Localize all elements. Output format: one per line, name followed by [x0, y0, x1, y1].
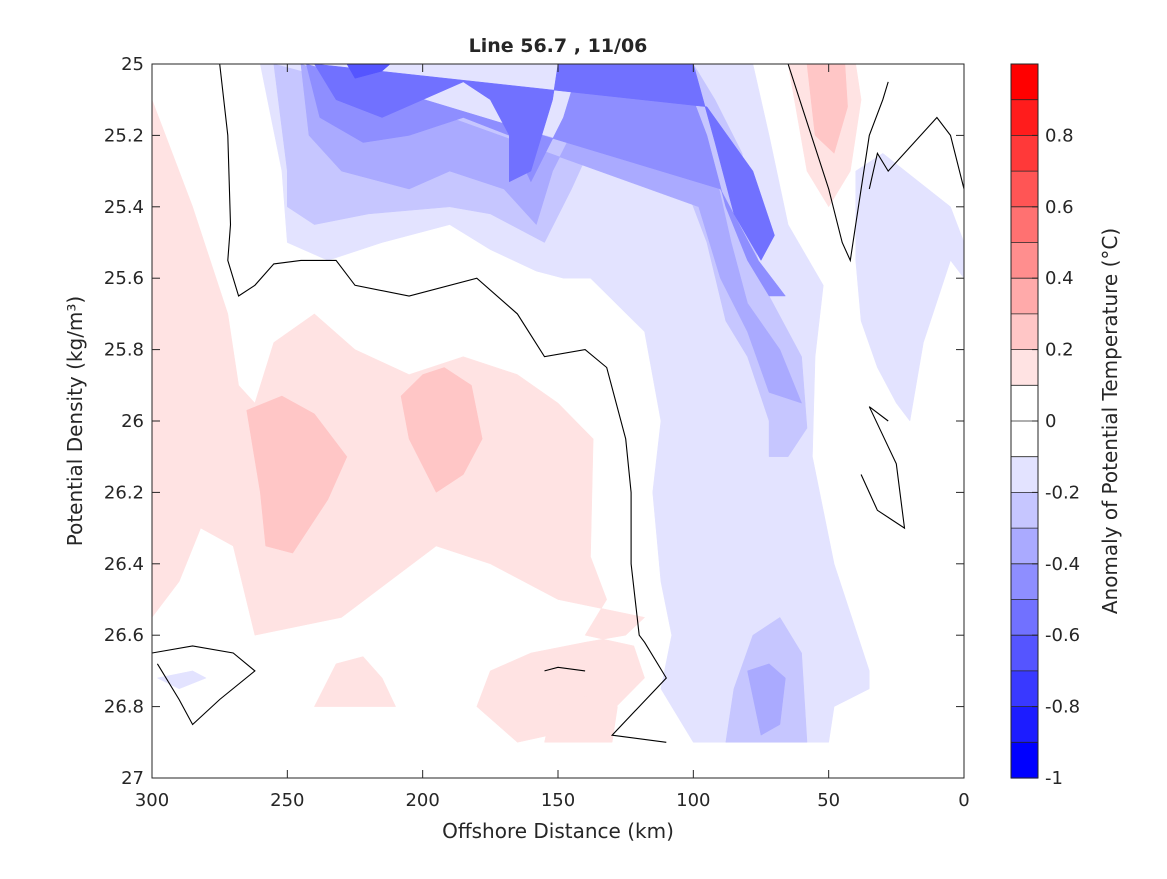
x-axis: 300 250 200 150 100 50 0 — [135, 64, 970, 811]
colorbar-ticks: 0.8 0.6 0.4 0.2 0 -0.2 -0.4 -0.6 -0.8 -1 — [1032, 125, 1080, 789]
colorbar-swatch — [1011, 64, 1038, 101]
x-tick-label: 100 — [676, 790, 710, 811]
x-tick-label: 50 — [817, 790, 840, 811]
y-tick-label: 26.2 — [104, 482, 144, 503]
contour-region-cold-core-e — [346, 64, 391, 79]
zero-contour-line — [860, 406, 906, 530]
colorbar-tick-label: -0.4 — [1045, 554, 1080, 575]
contour-region-warm-core-50km — [806, 64, 848, 154]
x-axis-label: Offshore Distance (km) — [442, 819, 674, 843]
zero-contour-line — [787, 64, 889, 263]
x-tick-label: 250 — [270, 790, 304, 811]
colorbar-tick-label: -0.6 — [1045, 625, 1080, 646]
y-tick-label: 25.8 — [104, 340, 144, 361]
colorbar-swatch — [1011, 599, 1038, 636]
colorbar-tick-label: 0.2 — [1045, 340, 1074, 361]
colorbar-swatch — [1011, 421, 1038, 458]
zero-contour-line — [152, 645, 256, 726]
colorbar-swatch — [1011, 278, 1038, 315]
y-tick-label: 26.6 — [104, 625, 144, 646]
contour-region-cold-band-east — [855, 152, 964, 422]
colorbar-swatch — [1011, 492, 1038, 529]
colorbar-tick-label: 0.8 — [1045, 125, 1074, 146]
colorbar-swatch — [1011, 670, 1038, 708]
colorbar-swatch — [1011, 742, 1038, 779]
colorbar-swatch — [1011, 99, 1038, 136]
y-tick-label: 25 — [121, 54, 144, 75]
contour-fill-layer — [152, 64, 964, 743]
zero-contour-line — [219, 64, 667, 743]
contour-region-cold-core-deep-center — [747, 663, 786, 736]
colorbar-swatch — [1011, 242, 1038, 279]
x-tick-label: 300 — [135, 790, 169, 811]
contour-region-warm-core-195 — [400, 367, 483, 493]
contour-region-cold-patch-deep-west — [156, 670, 207, 690]
contour-region-cold-core-c — [306, 64, 786, 297]
y-tick-label: 25.6 — [104, 268, 144, 289]
colorbar-tick-label: -0.2 — [1045, 482, 1080, 503]
colorbar-swatch — [1011, 563, 1038, 601]
colorbar-swatch — [1011, 313, 1038, 351]
colorbar-tick-label: -0.8 — [1045, 697, 1080, 718]
colorbar-swatch — [1011, 349, 1038, 386]
colorbar-swatch — [1011, 171, 1038, 208]
colorbar-swatch — [1011, 635, 1038, 672]
colorbar-tick-label: 0.6 — [1045, 197, 1074, 218]
x-tick-label: 200 — [405, 790, 439, 811]
colorbar-swatch — [1011, 456, 1038, 493]
colorbar — [1011, 64, 1038, 779]
colorbar-label: Anomaly of Potential Temperature (°C) — [1098, 228, 1122, 614]
colorbar-tick-label: 0 — [1045, 411, 1056, 432]
y-tick-label: 26 — [121, 411, 144, 432]
colorbar-swatch — [1011, 706, 1038, 743]
y-tick-label: 25.4 — [104, 197, 144, 218]
y-tick-label: 26.8 — [104, 697, 144, 718]
colorbar-swatch — [1011, 135, 1038, 172]
y-axis-label: Potential Density (kg/m³) — [63, 296, 87, 547]
zero-contour-line — [868, 116, 964, 190]
zero-contour-layer — [152, 64, 964, 743]
contour-region-warm-core-250 — [246, 395, 348, 554]
x-tick-label: 0 — [958, 790, 969, 811]
colorbar-swatch — [1011, 206, 1038, 244]
contour-region-warm-patch-deep-west — [313, 656, 396, 707]
y-tick-label: 27 — [121, 768, 144, 789]
contour-region-warm-patch-deep-east — [544, 695, 618, 743]
colorbar-swatch — [1011, 385, 1038, 422]
y-tick-label: 25.2 — [104, 125, 144, 146]
contour-region-cold-core-d — [314, 64, 775, 261]
contour-region-warm-zone-offshore — [152, 99, 646, 743]
colorbar-tick-label: 0.4 — [1045, 268, 1074, 289]
colorbar-swatch — [1011, 528, 1038, 565]
x-tick-label: 150 — [541, 790, 575, 811]
y-tick-label: 26.4 — [104, 554, 144, 575]
chart-title: Line 56.7 , 11/06 — [469, 35, 648, 57]
y-axis: 25 25.2 25.4 25.6 25.8 26 26.2 26.4 26.6 26.8 27 — [104, 54, 964, 789]
colorbar-tick-label: -1 — [1045, 768, 1063, 789]
zero-contour-line — [544, 666, 586, 672]
